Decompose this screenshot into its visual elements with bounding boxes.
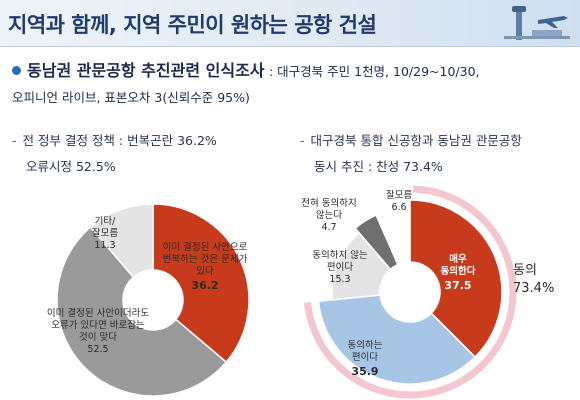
label-left-unknown-line: 잘모름 (91, 228, 119, 239)
label-right-agree-line: 동의하는 (347, 340, 383, 351)
donut-hole (380, 262, 440, 322)
label-left-unknown: 기타/잘모름 11.3 (82, 216, 128, 252)
dash-icon: - (12, 133, 17, 148)
label-left-keep-line: 번복하는 것은 문제가 (162, 254, 248, 265)
agree-total-value: 73.4% (513, 281, 555, 296)
label-right-disagree-line: 동의하지 않는 (312, 250, 368, 261)
label-left-keep: 이미 결정된 사안으로 번복하는 것은 문제가 있다 36.2 (150, 242, 260, 292)
label-right-strong-line: 37.5 (444, 279, 472, 292)
agree-total-annotation: 동의 73.4% (513, 262, 554, 298)
label-right-unknown-line: 잘모름 (385, 190, 413, 201)
survey-detail-1: : 대구경북 주민 1천명, 10/29~10/30, (268, 64, 480, 79)
label-right-agree: 동의하는 편이다 35.9 (330, 340, 400, 378)
label-left-unknown-line: 11.3 (94, 240, 116, 251)
dash-icon: - (300, 133, 305, 148)
label-left-keep-line: 36.2 (191, 279, 219, 292)
label-left-unknown-line: 기타/ (94, 216, 116, 227)
label-right-disagree-line: 15.3 (329, 274, 351, 285)
right-summary-line1: 대구경북 통합 신공항과 동남권 관문공항 (310, 133, 522, 148)
label-left-correct-line: 것이 맞다 (79, 332, 117, 343)
survey-title: 동남권 관문공항 추진관련 인식조사 (27, 61, 265, 80)
agree-arrow-arc (304, 185, 517, 399)
label-left-correct-line: 오류가 있다면 바로잡는 (51, 320, 145, 331)
label-left-correct: 이미 결정된 사안이더라도 오류가 있다면 바로잡는 것이 맞다 52.5 (28, 308, 168, 356)
label-left-correct-line: 이미 결정된 사안이더라도 (46, 308, 150, 319)
donut-chart-left (56, 203, 250, 397)
label-right-strong-line: 동의한다 (440, 266, 476, 277)
right-summary: - 대구경북 통합 신공항과 동남권 관문공항 동시 추진 : 찬성 73.4% (300, 128, 580, 180)
label-left-keep-line: 이미 결정된 사안으로 (162, 242, 248, 253)
survey-detail-2: 오피니언 라이브, 표본오차 3(신뢰수준 95%) (12, 90, 250, 105)
left-summary-line2: 오류시정 52.5% (26, 159, 116, 174)
donut-hole (123, 270, 183, 330)
label-right-unknown: 잘모름 6.6 (374, 190, 424, 214)
label-right-strong-disagree-line: 4.7 (321, 222, 337, 233)
label-right-agree-line: 35.9 (351, 365, 379, 378)
donut-chart-right (304, 185, 517, 399)
right-summary-line2: 동시 추진 : 찬성 73.4% (314, 159, 443, 174)
left-summary-line1: 전 정부 결정 정책 : 번복곤란 36.2% (22, 133, 217, 148)
label-right-strong-line: 매우 (449, 254, 467, 265)
airport-tower-plane-icon (504, 6, 570, 40)
label-right-strong: 매우 동의한다 37.5 (428, 254, 488, 292)
label-left-keep-line: 있다 (196, 266, 214, 277)
left-summary: -전 정부 결정 정책 : 번복곤란 36.2% 오류시정 52.5% (12, 128, 272, 180)
survey-summary: 동남권 관문공항 추진관련 인식조사 : 대구경북 주민 1천명, 10/29~… (12, 58, 572, 111)
label-right-strong-disagree: 전혀 동의하지 않는다 4.7 (296, 198, 362, 234)
label-right-disagree: 동의하지 않는 편이다 15.3 (300, 250, 380, 286)
label-right-unknown-line: 6.6 (391, 202, 407, 213)
label-right-agree-line: 편이다 (351, 352, 379, 363)
bullet-icon (12, 66, 21, 75)
title-bar: 지역과 함께, 지역 주민이 원하는 공항 건설 (0, 0, 580, 47)
label-left-correct-line: 52.5 (87, 344, 109, 355)
page-title: 지역과 함께, 지역 주민이 원하는 공항 건설 (8, 13, 377, 37)
label-right-strong-disagree-line: 않는다 (315, 210, 343, 221)
label-right-strong-disagree-line: 전혀 동의하지 (301, 198, 357, 209)
agree-total-label: 동의 (513, 263, 537, 278)
label-right-disagree-line: 편이다 (326, 262, 354, 273)
